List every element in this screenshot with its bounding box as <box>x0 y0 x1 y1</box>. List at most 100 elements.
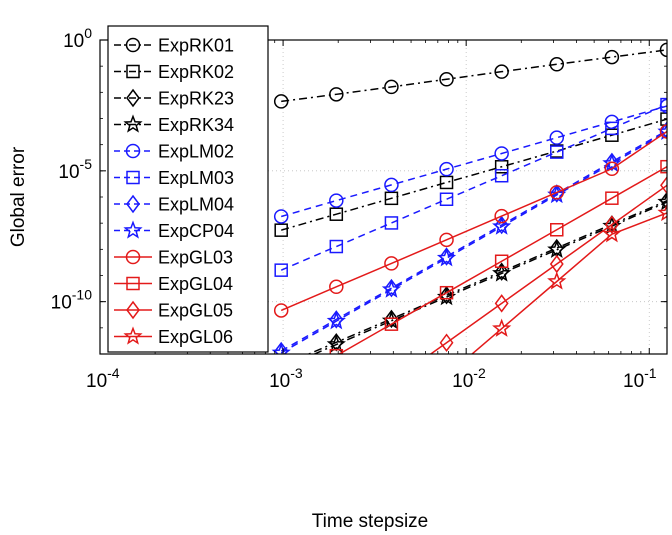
series-line <box>280 103 667 271</box>
legend-entry: ExpRK01 <box>114 36 234 56</box>
legend-label: ExpCP04 <box>158 221 234 241</box>
y-tick-label: 10-10 <box>51 287 93 314</box>
data-point <box>547 271 567 290</box>
data-point <box>604 49 620 65</box>
series-expgl04 <box>329 159 667 354</box>
data-point <box>657 191 667 211</box>
series-line <box>337 166 667 354</box>
x-tick-label: 10-2 <box>452 365 486 392</box>
data-point <box>660 159 667 174</box>
series-line <box>280 105 667 218</box>
data-point <box>273 303 289 318</box>
x-tick-label: 10-4 <box>86 365 120 392</box>
data-point <box>329 462 344 476</box>
data-point <box>494 215 509 235</box>
data-point <box>439 286 454 305</box>
data-point <box>549 130 565 145</box>
data-point <box>660 112 667 126</box>
data-point <box>660 97 667 112</box>
series-explm04 <box>274 121 667 354</box>
data-point <box>494 168 509 183</box>
legend-marker <box>123 326 143 345</box>
legend-marker <box>125 143 141 159</box>
data-point <box>604 161 620 177</box>
data-point <box>659 124 667 139</box>
data-point <box>439 285 454 300</box>
legend-label: ExpLM02 <box>158 142 234 162</box>
legend-marker <box>123 114 143 133</box>
legend-label: ExpLM04 <box>158 195 234 215</box>
data-point <box>604 215 619 234</box>
data-point <box>384 317 399 331</box>
series-line <box>280 130 667 312</box>
legend-marker <box>126 300 140 320</box>
data-point <box>602 153 622 172</box>
legend-marker <box>125 249 141 265</box>
data-point <box>274 341 289 354</box>
data-point <box>384 278 399 298</box>
series-layer <box>271 42 667 524</box>
data-point <box>439 232 454 248</box>
legend-marker <box>126 64 140 79</box>
data-point <box>494 208 509 224</box>
legend-label: ExpGL03 <box>158 248 233 268</box>
y-tick-label: 10-5 <box>58 156 92 183</box>
data-point <box>660 191 667 210</box>
series-expgl03 <box>273 124 667 318</box>
legend-label: ExpGL04 <box>158 274 233 294</box>
data-point <box>329 193 344 208</box>
data-point <box>275 453 287 469</box>
legend-marker <box>126 88 140 108</box>
data-point <box>439 333 454 352</box>
data-point <box>492 216 512 235</box>
y-tick-label: 100 <box>63 25 92 52</box>
data-point <box>329 310 344 329</box>
data-point <box>436 248 457 267</box>
data-point <box>329 348 344 354</box>
legend-entry: ExpLM04 <box>114 195 234 215</box>
legend-marker <box>126 194 140 214</box>
x-tick-label: 10-1 <box>623 365 657 392</box>
data-point <box>492 263 512 282</box>
legend-entry: ExpRK34 <box>114 114 234 135</box>
data-point <box>439 192 454 207</box>
data-point <box>384 415 399 429</box>
data-point <box>492 318 512 337</box>
data-point <box>549 57 565 72</box>
data-point <box>329 239 344 254</box>
legend-label: ExpLM03 <box>158 168 234 188</box>
data-point <box>439 161 454 177</box>
data-point <box>381 279 402 298</box>
series-line <box>280 129 667 352</box>
data-point <box>494 64 509 79</box>
legend-marker <box>126 276 140 291</box>
data-point <box>274 510 289 524</box>
data-point <box>329 279 344 295</box>
data-point <box>494 294 509 313</box>
legend-marker <box>123 220 143 239</box>
data-point <box>384 216 399 230</box>
data-point <box>494 160 509 174</box>
data-point <box>384 177 399 193</box>
data-point <box>494 262 509 281</box>
data-point <box>384 309 399 329</box>
legend-entry: ExpGL03 <box>114 248 233 268</box>
series-line <box>280 118 667 231</box>
data-point <box>385 374 397 390</box>
data-point <box>326 311 346 330</box>
data-point <box>550 145 564 159</box>
series-line <box>312 201 667 354</box>
data-point <box>384 256 399 271</box>
legend-entry: ExpRK23 <box>114 89 234 109</box>
data-point <box>274 223 288 237</box>
legend-label: ExpGL06 <box>158 327 233 347</box>
data-point <box>439 175 454 190</box>
data-point <box>550 223 564 237</box>
data-point <box>329 207 344 221</box>
series-exprk02 <box>274 112 667 237</box>
legend-entry: ExpLM02 <box>114 142 234 162</box>
legend-marker <box>125 37 141 53</box>
y-axis-label: Global error <box>8 146 29 247</box>
data-point <box>602 224 622 243</box>
